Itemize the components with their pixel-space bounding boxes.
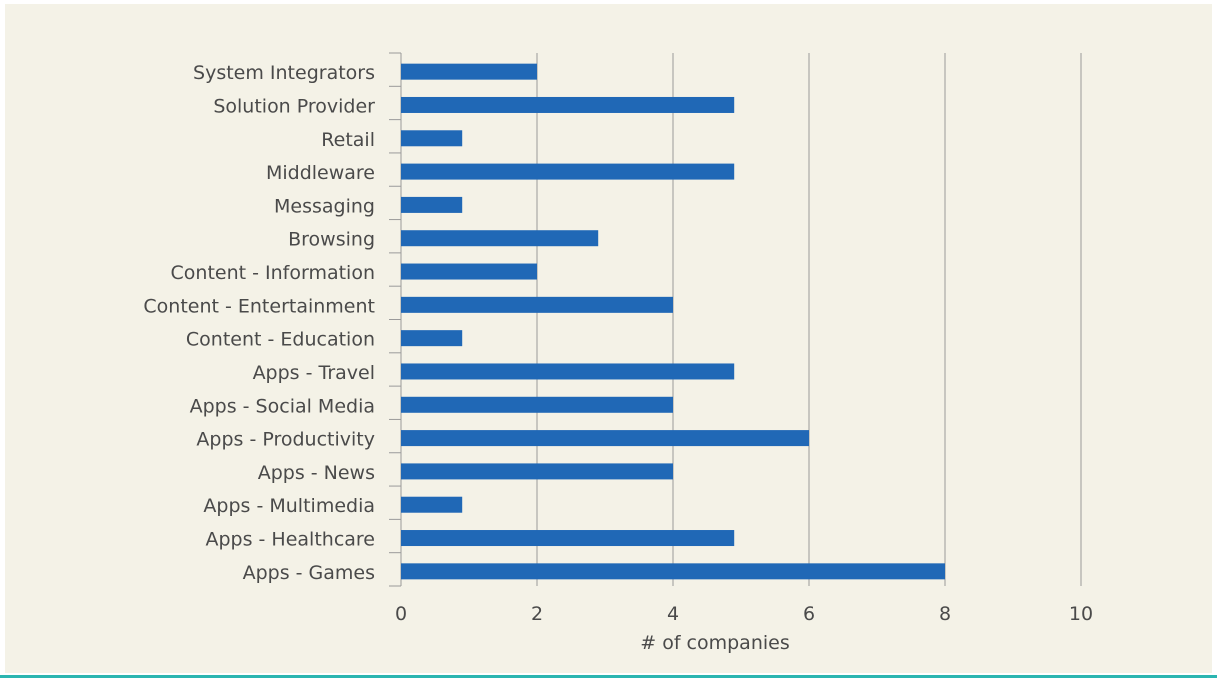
category-label: Retail: [321, 129, 375, 151]
bar: [401, 163, 735, 180]
bottom-accent-rule: [0, 675, 1217, 678]
bars: [401, 63, 945, 580]
grid-lines: [389, 52, 1082, 587]
category-label: Apps - Healthcare: [205, 529, 375, 551]
bar: [401, 330, 463, 347]
bar: [401, 230, 599, 247]
bar: [401, 96, 735, 113]
category-label: Browsing: [288, 229, 375, 251]
x-tick-label: 2: [531, 603, 543, 625]
bar: [401, 263, 537, 280]
category-labels: System Integrators Solution Provider Retai…: [143, 62, 375, 584]
x-tick-labels: 0 2 4 6 8 10: [395, 603, 1093, 625]
x-axis-title: # of companies: [640, 632, 790, 654]
x-tick-label: 0: [395, 603, 407, 625]
x-tick-label: 4: [667, 603, 679, 625]
category-label: Apps - Games: [243, 562, 375, 584]
bar: [401, 496, 463, 513]
x-tick-label: 6: [803, 603, 815, 625]
category-label: Content - Entertainment: [143, 295, 375, 317]
bar: [401, 296, 673, 313]
category-label: Content - Information: [171, 262, 375, 284]
category-label: Solution Provider: [213, 95, 375, 117]
bar: [401, 130, 463, 147]
category-label: Content - Education: [186, 329, 375, 351]
category-label: Middleware: [266, 162, 375, 184]
x-tick-label: 8: [939, 603, 951, 625]
bar: [401, 363, 735, 380]
category-label: Messaging: [274, 195, 375, 217]
bar: [401, 463, 673, 480]
bar: [401, 196, 463, 213]
chart-panel: [5, 4, 1212, 673]
category-label: Apps - Multimedia: [203, 495, 375, 517]
x-tick-label: 10: [1069, 603, 1093, 625]
category-label: Apps - News: [258, 462, 375, 484]
category-label: Apps - Social Media: [190, 395, 375, 417]
category-label: Apps - Productivity: [196, 429, 375, 451]
bar: [401, 396, 673, 413]
bar: [401, 530, 735, 547]
bar: [401, 430, 809, 447]
category-label: System Integrators: [193, 62, 375, 84]
category-label: Apps - Travel: [253, 362, 375, 384]
bar: [401, 63, 537, 80]
bar: [401, 563, 945, 580]
